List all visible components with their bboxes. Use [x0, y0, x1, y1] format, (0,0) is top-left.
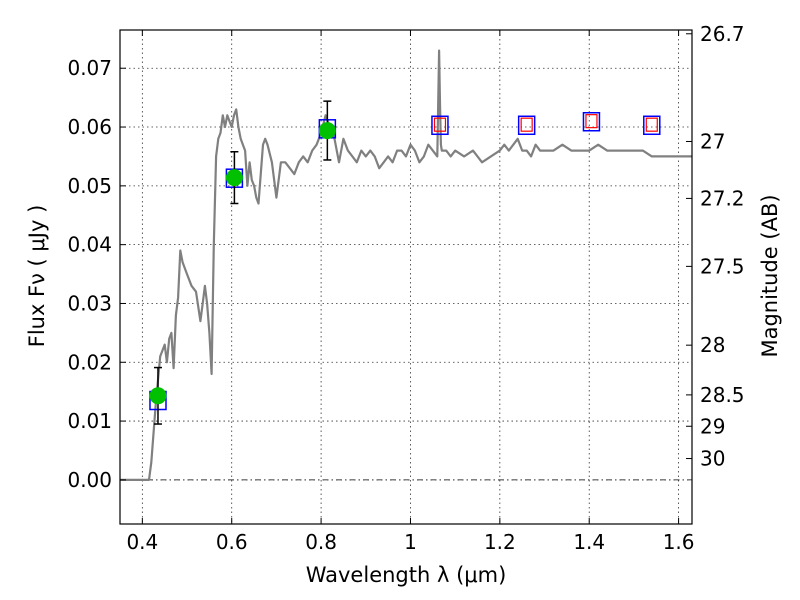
predicted-box-marker [645, 117, 658, 132]
y2-axis-label: Magnitude (AB) [758, 194, 782, 357]
spectrum-line [120, 49, 692, 481]
model-box-marker [582, 111, 601, 132]
y2-tick-label: 30 [700, 447, 725, 471]
x-tick-label: 0.8 [305, 530, 337, 554]
observed-point [225, 169, 243, 187]
x-tick-label: 0.4 [126, 530, 158, 554]
y2-tick-label: 27.5 [700, 254, 745, 278]
predicted-box-marker [520, 117, 533, 132]
y2-tick-label: 28 [700, 333, 725, 357]
y2-tick-label: 28.5 [700, 383, 745, 407]
predicted-box-marker [585, 114, 598, 129]
model-box-marker [431, 115, 449, 136]
ticks-layer: 0.4 0.6 0.8 1 1.2 1.4 1.6 0.00 0.01 0.02 0.03 0.04 0… [67, 22, 744, 554]
y-tick-label: 0.02 [67, 350, 112, 374]
y-tick-label: 0.01 [67, 409, 112, 433]
y-tick-label: 0.03 [67, 291, 112, 315]
y-tick-label: 0.05 [67, 174, 112, 198]
y2-tick-label: 27 [700, 129, 725, 153]
x-tick-label: 1 [404, 530, 417, 554]
model-box-marker [643, 115, 661, 136]
x-tick-label: 1.2 [484, 530, 516, 554]
series-layer [120, 49, 692, 481]
y-tick-label: 0.00 [67, 468, 112, 492]
x-tick-label: 0.6 [216, 530, 248, 554]
y-tick-label: 0.07 [67, 56, 112, 80]
y2-tick-label: 27.2 [700, 186, 745, 210]
y-axis-label: Flux Fν ( μJy ) [25, 205, 49, 348]
y-tick-label: 0.04 [67, 233, 112, 257]
plot-frame [119, 29, 693, 525]
observed-point [318, 122, 336, 140]
predicted-box-marker [433, 117, 447, 132]
grid-layer [120, 30, 692, 524]
x-tick-label: 1.6 [663, 530, 695, 554]
model-box-marker [517, 115, 536, 136]
observed-point [149, 387, 167, 405]
y2-tick-label: 29 [700, 414, 725, 438]
x-tick-label: 1.4 [573, 530, 605, 554]
y2-tick-label: 26.7 [700, 22, 745, 46]
y-tick-label: 0.06 [67, 115, 112, 139]
x-axis-label: Wavelength λ (μm) [306, 563, 507, 587]
